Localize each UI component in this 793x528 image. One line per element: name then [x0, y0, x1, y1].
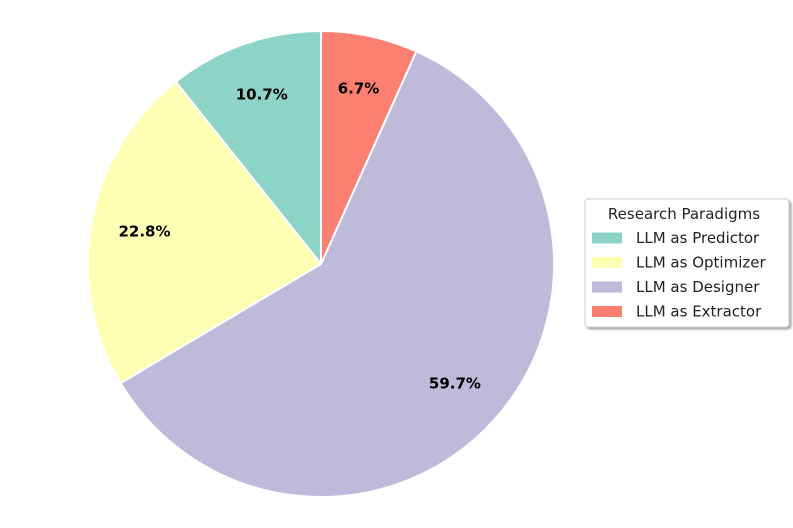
pie-slice-llm-as-optimizer — [87, 80, 322, 385]
legend-title: Research Paradigms — [608, 205, 760, 223]
legend-label-llm-as-optimizer: LLM as Optimizer — [636, 254, 766, 272]
legend-label-llm-as-predictor: LLM as Predictor — [636, 229, 760, 247]
pie-slice-llm-as-designer — [119, 50, 555, 498]
legend-items: LLM as Predictor LLM as Optimizer LLM as D… — [592, 229, 766, 321]
pie-slices — [87, 30, 555, 498]
pie-label-llm-as-optimizer: 22.8% — [118, 223, 170, 241]
legend-label-llm-as-designer: LLM as Designer — [636, 278, 760, 296]
pie-label-llm-as-designer: 59.7% — [429, 374, 481, 392]
legend-frame — [584, 198, 790, 328]
legend-swatch-llm-as-predictor — [592, 232, 622, 244]
legend-swatch-llm-as-extractor — [592, 306, 622, 317]
pie-labels: 10.7% 22.8% 59.7% 6.7% — [118, 80, 480, 393]
pie-label-llm-as-predictor: 10.7% — [236, 86, 288, 104]
pie-slice-llm-as-predictor — [174, 30, 322, 265]
pie-slice-llm-as-extractor — [320, 30, 418, 265]
legend-swatch-llm-as-designer — [592, 281, 622, 293]
legend-swatch-llm-as-optimizer — [592, 257, 622, 268]
pie-label-llm-as-extractor: 6.7% — [338, 80, 380, 98]
legend-label-llm-as-extractor: LLM as Extractor — [636, 303, 762, 321]
